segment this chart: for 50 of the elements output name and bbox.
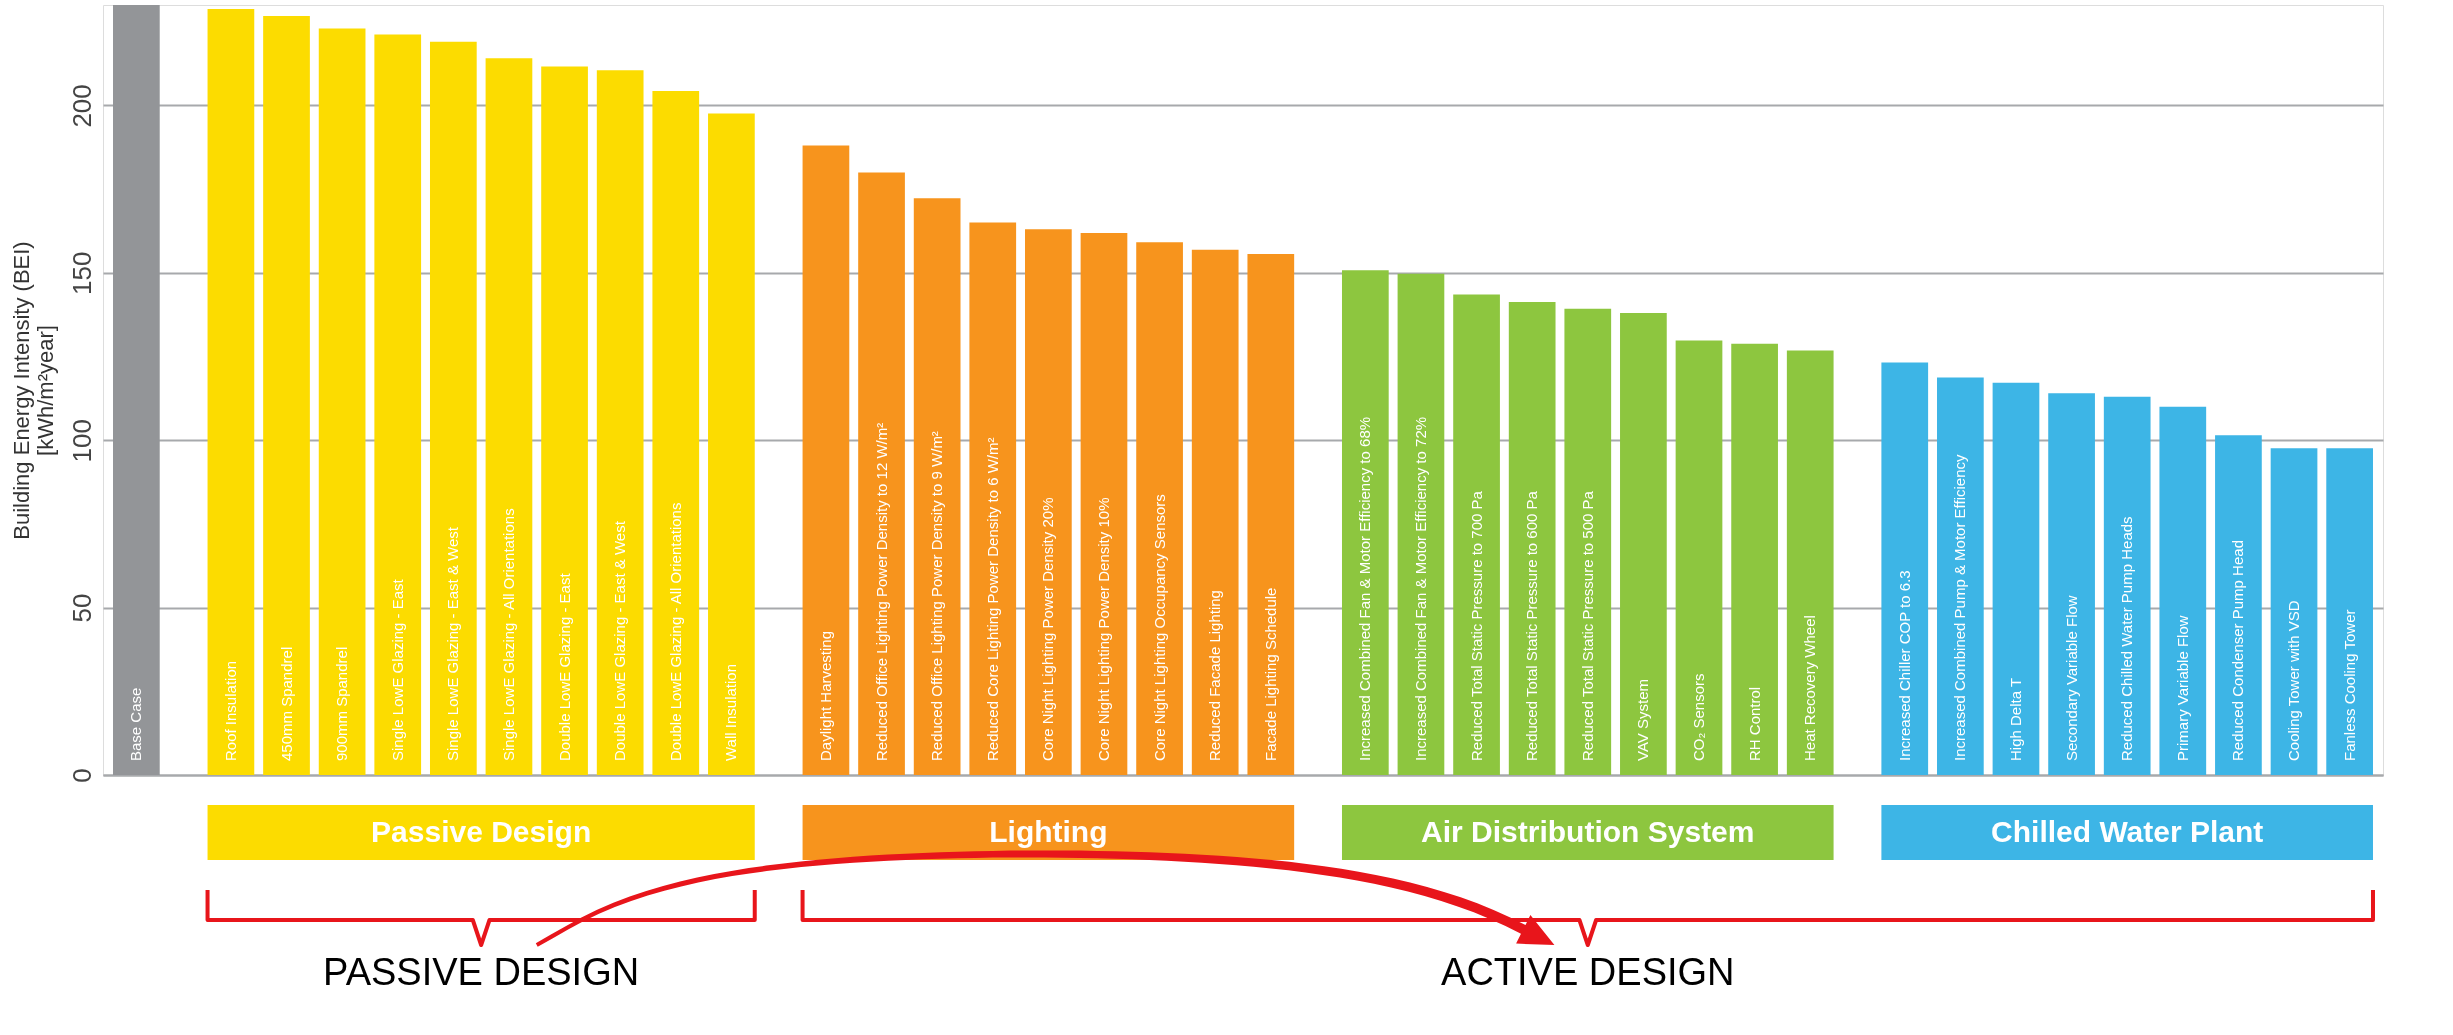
x-tick-label: 450mm Spandrel xyxy=(277,646,295,761)
x-tick-label: Reduced Total Static Pressure to 500 Pa xyxy=(1578,490,1596,761)
y-tick-label: 0 xyxy=(66,768,97,783)
x-tick-label: Reduced Core Lighting Power Density to 6 W/m² xyxy=(983,437,1001,761)
x-tick-label: Secondary Variable Flow xyxy=(2062,595,2080,761)
x-tick-label: Double LowE Glazing - All Orientations xyxy=(666,502,684,761)
x-tick-label: Core Night Lighting Power Density 20% xyxy=(1039,497,1057,761)
x-tick-label: Reduced Office Lighting Power Density to 12 W/m² xyxy=(872,422,890,761)
x-tick-label: Single LowE Glazing - All Orientations xyxy=(499,508,517,761)
x-tick-label: Fanless Cooling Tower xyxy=(2340,609,2358,761)
x-tick-label: Single LowE Glazing - East xyxy=(388,578,406,761)
text: PASSIVE DESIGN xyxy=(323,951,640,993)
x-tick-label: Primary Variable Flow xyxy=(2173,615,2191,761)
x-tick-label: Reduced Office Lighting Power Density to 9 W/m² xyxy=(928,431,946,761)
y-tick-label: 150 xyxy=(66,251,97,296)
x-tick-label: VAV System xyxy=(1634,679,1652,761)
x-tick-label: Increased Chiller COP to 6.3 xyxy=(1895,570,1913,761)
x-tick-label: CO₂ Sensors xyxy=(1690,673,1707,761)
x-tick-label: Cooling Tower with VSD xyxy=(2285,600,2303,761)
series-label: Lighting xyxy=(989,815,1108,848)
x-tick-label: Reduced Facade Lighting xyxy=(1206,590,1224,761)
x-tick-label: Single LowE Glazing - East & West xyxy=(444,526,462,761)
y-tick-label: 50 xyxy=(66,593,97,623)
y-tick-label: 200 xyxy=(66,84,97,128)
x-tick-label: RH Control xyxy=(1745,686,1763,761)
x-tick-label: Reduced Condenser Pump Head xyxy=(2229,540,2247,761)
y-tick-label: 100 xyxy=(66,419,97,463)
x-tick-label: High Delta T xyxy=(2006,677,2024,761)
x-tick-label: Core Night Lighting Occupancy Sensors xyxy=(1150,494,1168,761)
y-axis-title: Building Energy Intensity (BEI) [kWh/m²year] xyxy=(8,241,58,540)
x-tick-label: Reduced Total Static Pressure to 700 Pa xyxy=(1467,490,1485,761)
x-tick-label: Increased Combined Fan & Motor Efficiency to 68% xyxy=(1356,416,1374,761)
x-tick-label: Increased Combined Fan & Motor Efficiency to 72% xyxy=(1411,416,1429,761)
series-label: Air Distribution System xyxy=(1421,815,1755,848)
x-tick-label: Increased Combined Pump & Motor Efficiency xyxy=(1951,453,1969,761)
x-tick-label: Roof Insulation xyxy=(221,660,239,761)
x-tick-label: Reduced Chilled Water Pump Heads xyxy=(2118,516,2136,761)
series-label: Passive Design xyxy=(371,815,592,848)
x-tick-label: Base Case xyxy=(127,687,145,761)
series-label: Chilled Water Plant xyxy=(1991,815,2264,848)
x-tick-label: Core Night Lighting Power Density 10% xyxy=(1094,497,1112,761)
x-tick-label: Double LowE Glazing - East xyxy=(555,572,573,761)
x-tick-label: Double LowE Glazing - East & West xyxy=(611,520,629,761)
x-tick-label: 900mm Spandrel xyxy=(333,646,351,761)
x-tick-label: Wall Insulation xyxy=(722,664,740,761)
text: ACTIVE DESIGN xyxy=(1441,951,1735,993)
x-tick-label: Heat Recovery Wheel xyxy=(1801,615,1819,761)
x-tick-label: Reduced Total Static Pressure to 600 Pa xyxy=(1523,490,1541,761)
x-tick-label: Facade Lighting Schedule xyxy=(1261,587,1279,761)
x-tick-label: Daylight Harvesting xyxy=(816,630,834,761)
